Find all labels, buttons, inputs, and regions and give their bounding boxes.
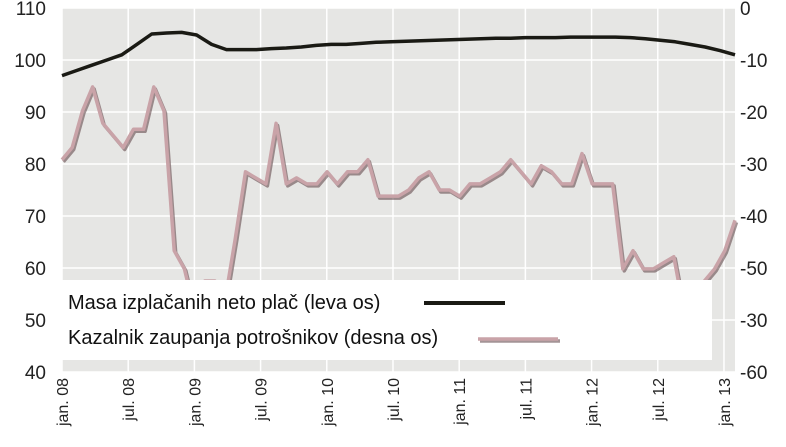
kazalnik-line	[60, 85, 737, 332]
right-tick-label: -30	[740, 311, 767, 332]
masa-line	[61, 30, 736, 78]
left-tick-label: 90	[25, 103, 46, 124]
right-axis-ticks: -60 -30 -50 -40 -30 -20 -10 0	[740, 0, 767, 384]
left-axis-ticks: 40 50 60 70 80 90 100 110	[14, 0, 46, 384]
left-tick-label: 70	[25, 207, 46, 228]
right-tick-label: -50	[740, 259, 767, 280]
left-tick-label: 100	[14, 51, 46, 72]
right-tick-label: -30	[740, 155, 767, 176]
legend: Masa izplačanih neto plač (leva os) Kaza…	[52, 280, 712, 360]
left-tick-label: 110	[16, 0, 46, 20]
legend-label-kazalnik: Kazalnik zaupanja potrošnikov (desna os)	[68, 327, 438, 349]
left-tick-label: 50	[25, 311, 46, 332]
left-tick-label: 60	[25, 259, 46, 280]
x-tick-label: jan. 10	[320, 378, 337, 427]
left-tick-label: 40	[25, 363, 46, 384]
right-tick-label: -10	[740, 51, 767, 72]
x-tick-label: jul. 09	[254, 378, 271, 422]
x-tick-label: jul. 10	[386, 378, 403, 422]
right-tick-label: -60	[740, 363, 767, 384]
right-tick-label: 0	[740, 0, 751, 20]
legend-box	[52, 280, 712, 360]
legend-label-masa: Masa izplačanih neto plač (leva os)	[68, 292, 380, 314]
x-tick-label: jan. 08	[55, 378, 72, 427]
right-tick-label: -20	[740, 103, 767, 124]
x-tick-label: jan. 12	[585, 378, 602, 427]
x-tick-label: jan. 11	[452, 378, 469, 426]
x-tick-label: jul. 12	[651, 378, 668, 422]
x-axis-ticks: jan. 08 jul. 08 jan. 09 jul. 09 jan. 10 jul. …	[55, 378, 734, 427]
x-tick-label: jan. 09	[187, 378, 204, 427]
x-tick-label: jul. 08	[121, 378, 138, 422]
x-tick-label: jan. 13	[717, 378, 734, 427]
left-tick-label: 80	[25, 155, 46, 176]
right-tick-label: -40	[740, 207, 767, 228]
series-lines	[60, 30, 739, 334]
x-tick-label: jul. 11	[518, 378, 535, 421]
